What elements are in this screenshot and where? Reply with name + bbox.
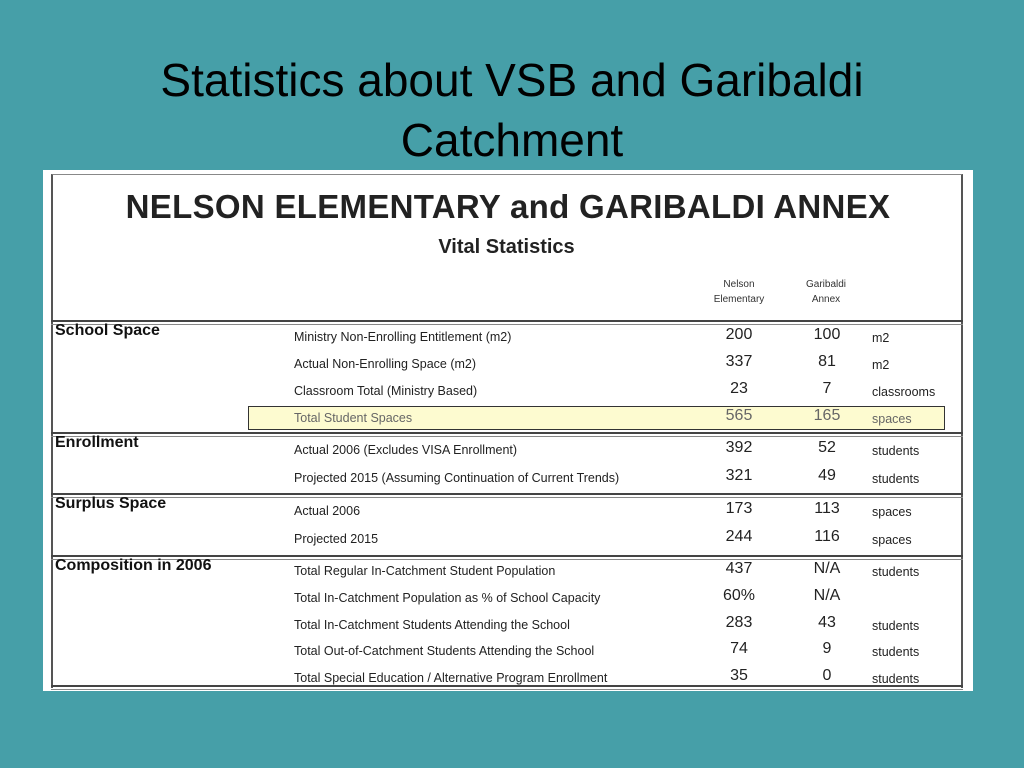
- section-separator: [51, 320, 963, 325]
- row-description: Total In-Catchment Students Attending th…: [294, 618, 570, 632]
- unit-label: students: [872, 565, 920, 579]
- row-description: Projected 2015: [294, 532, 379, 546]
- nelson-value: 35: [730, 667, 748, 684]
- garibaldi-value: 49: [818, 467, 836, 484]
- garibaldi-value: 9: [822, 640, 832, 657]
- nelson-value: 283: [725, 614, 753, 631]
- slide-title-line1: Statistics about VSB and Garibaldi: [160, 54, 864, 106]
- unit-label: spaces: [872, 412, 912, 426]
- nelson-value: 244: [725, 528, 753, 545]
- slide-title-line2: Catchment: [400, 114, 624, 166]
- statistics-document-image: NELSON ELEMENTARY and GARIBALDI ANNEX Vi…: [43, 170, 973, 691]
- unit-label: spaces: [872, 533, 912, 547]
- nelson-value: 437: [725, 560, 753, 577]
- unit-label: students: [872, 645, 920, 659]
- unit-label: classrooms: [872, 385, 936, 399]
- table-bottom-rule: [51, 685, 963, 690]
- document-subtitle: Vital Statistics: [438, 236, 575, 258]
- row-description: Actual 2006 (Excludes VISA Enrollment): [294, 443, 518, 457]
- garibaldi-value: 116: [814, 528, 840, 545]
- nelson-value: 565: [725, 407, 753, 424]
- section-label: Enrollment: [55, 434, 139, 451]
- nelson-value: 23: [730, 380, 748, 397]
- row-description: Ministry Non-Enrolling Entitlement (m2): [294, 330, 512, 344]
- row-description: Actual Non-Enrolling Space (m2): [294, 357, 477, 371]
- column-header-garibaldi: Garibaldi Annex: [786, 277, 866, 307]
- unit-label: students: [872, 472, 920, 486]
- nelson-value: 74: [730, 640, 748, 657]
- unit-label: m2: [872, 331, 890, 345]
- section-label: School Space: [55, 322, 160, 339]
- row-description: Actual 2006: [294, 504, 361, 518]
- highlighted-row-box: [248, 406, 945, 430]
- column-header-nelson: Nelson Elementary: [699, 277, 779, 307]
- nelson-value: 60%: [722, 587, 756, 604]
- section-label: Composition in 2006: [55, 557, 212, 574]
- garibaldi-value: 165: [813, 407, 841, 424]
- section-label: Surplus Space: [55, 495, 167, 512]
- garibaldi-value: 0: [822, 667, 832, 684]
- slide-title: Statistics about VSB and Garibaldi Catch…: [0, 50, 1024, 170]
- nelson-value: 200: [725, 326, 753, 343]
- unit-label: students: [872, 619, 920, 633]
- column-header-garibaldi-line1: Garibaldi: [805, 279, 847, 290]
- column-header-nelson-line2: Elementary: [713, 294, 765, 305]
- unit-label: spaces: [872, 505, 912, 519]
- row-description: Total Special Education / Alternative Pr…: [294, 671, 608, 685]
- nelson-value: 173: [725, 500, 753, 517]
- unit-label: students: [872, 672, 920, 686]
- unit-label: m2: [872, 358, 890, 372]
- nelson-value: 392: [725, 439, 753, 456]
- row-description: Total Student Spaces: [294, 411, 413, 425]
- row-description: Projected 2015 (Assuming Continuation of…: [294, 471, 620, 485]
- garibaldi-value: N/A: [813, 587, 841, 604]
- garibaldi-value: 7: [822, 380, 832, 397]
- garibaldi-value: 52: [818, 439, 836, 456]
- garibaldi-value: 113: [814, 500, 840, 517]
- row-description: Total Out-of-Catchment Students Attendin…: [294, 644, 595, 658]
- garibaldi-value: 100: [813, 326, 841, 343]
- section-separator: [51, 555, 963, 560]
- document-frame: [51, 174, 963, 688]
- nelson-value: 337: [725, 353, 753, 370]
- section-separator: [51, 493, 963, 498]
- column-header-garibaldi-line2: Annex: [811, 294, 841, 305]
- nelson-value: 321: [725, 467, 753, 484]
- row-description: Total Regular In-Catchment Student Popul…: [294, 564, 556, 578]
- garibaldi-value: 81: [818, 353, 836, 370]
- garibaldi-value: 43: [818, 614, 836, 631]
- column-header-nelson-line1: Nelson: [723, 279, 755, 290]
- row-description: Total In-Catchment Population as % of Sc…: [294, 591, 601, 605]
- unit-label: students: [872, 444, 920, 458]
- section-separator: [51, 432, 963, 437]
- row-description: Classroom Total (Ministry Based): [294, 384, 478, 398]
- document-title: NELSON ELEMENTARY and GARIBALDI ANNEX: [125, 188, 891, 225]
- garibaldi-value: N/A: [813, 560, 841, 577]
